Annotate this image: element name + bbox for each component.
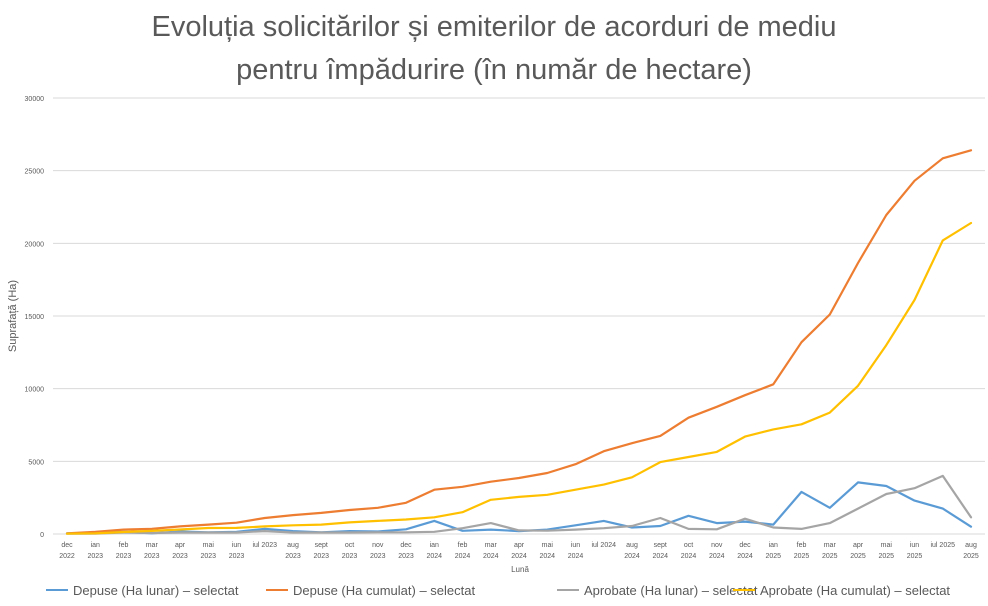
line-chart: 0 5000 10000 15000 20000 25000 30000 dec 2022 ia…: [7, 96, 985, 574]
x-tick-label: mai 2025: [878, 542, 894, 560]
x-tick-label: dec 2022: [59, 542, 75, 560]
series-line-4: [65, 221, 973, 535]
x-tick-label: dec 2024: [737, 542, 753, 560]
x-tick-label: mar 2025: [822, 542, 838, 560]
legend-swatch: [266, 589, 288, 591]
x-tick-label: iun 2025: [907, 542, 923, 560]
x-tick-label: aug 2025: [963, 542, 979, 560]
x-tick-label: mai 2024: [539, 542, 555, 560]
x-tick-label: iun 2023: [229, 542, 245, 560]
x-tick-label: mar 2024: [483, 542, 499, 560]
y-tick-label: 10000: [25, 387, 45, 394]
x-tick-label: oct 2023: [342, 542, 358, 560]
x-tick-label: iul 2023: [252, 542, 277, 549]
y-axis-ticks: 0 5000 10000 15000 20000 25000 30000: [25, 96, 45, 539]
x-tick-label: iul 2024: [591, 542, 616, 549]
series-line-2: [65, 149, 973, 535]
x-tick-label: nov 2024: [709, 542, 725, 560]
x-tick-label: mar 2023: [144, 542, 160, 560]
legend-swatch: [46, 589, 68, 591]
legend-label: Aprobate (Ha lunar) – selectat: [584, 582, 758, 598]
y-tick-label: 0: [40, 532, 44, 539]
series-line-3: [65, 474, 973, 535]
legend-item: Aprobate (Ha lunar) – selectat: [557, 578, 757, 602]
x-tick-label: apr 2024: [511, 542, 527, 560]
y-tick-label: 15000: [25, 314, 45, 321]
x-tick-label: feb 2024: [455, 542, 471, 560]
y-tick-label: 5000: [28, 459, 44, 466]
x-tick-label: apr 2025: [850, 542, 866, 560]
x-axis-ticks: dec 2022 ian 2023 feb 2023 mar 2023 apr 2023 mai 20…: [59, 542, 979, 560]
x-tick-label: iun 2024: [568, 542, 584, 560]
chart-title-line2: pentru împădurire (în număr de hectare): [236, 54, 752, 86]
x-tick-label: sept 2024: [652, 542, 668, 560]
legend-label: Aprobate (Ha cumulat) – selectat: [760, 582, 951, 598]
x-tick-label: sept 2023: [313, 542, 329, 560]
x-tick-label: feb 2023: [116, 542, 132, 560]
x-tick-label: apr 2023: [172, 542, 188, 560]
y-tick-label: 30000: [25, 96, 45, 103]
legend-item: Depuse (Ha lunar) – selectat: [46, 578, 238, 602]
y-tick-label: 25000: [25, 169, 45, 176]
x-tick-label: oct 2024: [681, 542, 697, 560]
x-tick-label: iul 2025: [930, 542, 955, 549]
legend-label: Depuse (Ha lunar) – selectat: [73, 582, 239, 598]
x-tick-label: ian 2023: [87, 542, 103, 560]
x-tick-label: nov 2023: [370, 542, 386, 560]
legend-item: Aprobate (Ha cumulat) – selectat: [733, 578, 950, 602]
x-tick-label: ian 2025: [765, 542, 781, 560]
series-lines: [65, 149, 973, 535]
legend-item: Depuse (Ha cumulat) – selectat: [266, 578, 475, 602]
x-tick-label: aug 2024: [624, 542, 640, 560]
gridlines: [53, 97, 985, 535]
x-tick-label: aug 2023: [285, 542, 301, 560]
legend-swatch: [733, 589, 755, 591]
x-tick-label: ian 2024: [426, 542, 442, 560]
x-axis-label: Lună: [511, 565, 529, 574]
legend-swatch: [557, 589, 579, 591]
x-tick-label: dec 2023: [398, 542, 414, 560]
x-tick-label: mai 2023: [200, 542, 216, 560]
chart-title-line1: Evoluția solicitărilor și emiterilor de …: [151, 11, 837, 43]
chart-title: Evoluția solicitărilor și emiterilor de …: [0, 6, 988, 92]
x-tick-label: feb 2025: [794, 542, 810, 560]
y-tick-label: 20000: [25, 241, 45, 248]
legend-label: Depuse (Ha cumulat) – selectat: [293, 582, 476, 598]
legend: Depuse (Ha lunar) – selectat Depuse (Ha c…: [0, 578, 988, 602]
y-axis-label: Suprafață (Ha): [7, 280, 19, 352]
